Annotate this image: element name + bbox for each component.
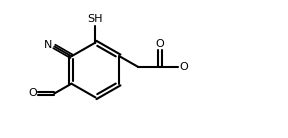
Text: O: O: [156, 39, 164, 49]
Text: O: O: [179, 62, 188, 72]
Text: O: O: [28, 88, 37, 99]
Text: SH: SH: [88, 14, 103, 24]
Text: N: N: [43, 40, 52, 51]
